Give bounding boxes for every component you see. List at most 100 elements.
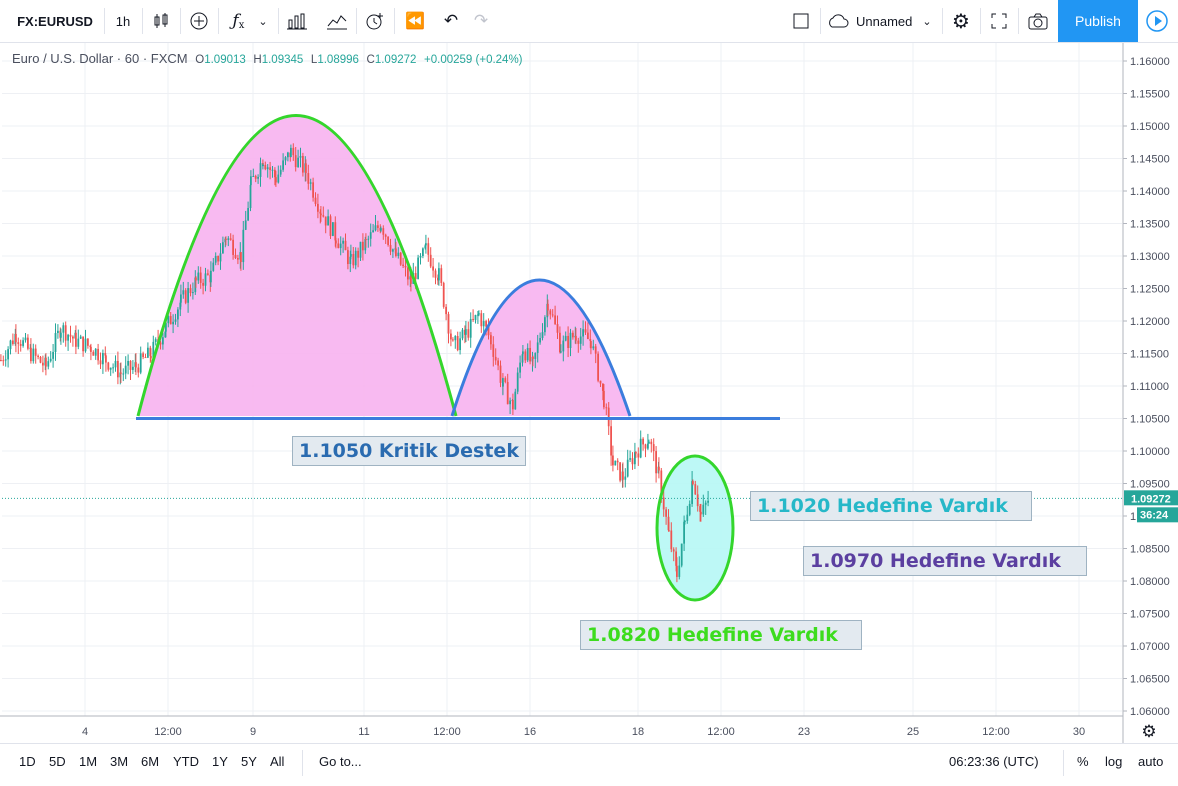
undo-icon[interactable]: ↶ <box>443 11 459 30</box>
candle <box>592 339 595 351</box>
candle-body <box>224 238 227 243</box>
candle <box>247 201 249 222</box>
fullscreen-icon[interactable] <box>984 6 1014 36</box>
price-chart[interactable]: 1.16000 1.15500 1.15000 1.14500 1.14000 1.135… <box>0 43 1178 743</box>
candle-body <box>364 239 367 251</box>
candle <box>195 276 197 288</box>
candle <box>702 494 705 517</box>
candle-body <box>169 316 172 325</box>
candle-body <box>567 335 569 348</box>
candle-body <box>700 511 702 515</box>
candle-body <box>425 243 427 246</box>
range-all[interactable]: All <box>270 754 285 769</box>
line-chart-icon[interactable] <box>322 6 352 36</box>
candle-body <box>67 334 69 341</box>
range-3m[interactable]: 3M <box>110 754 129 769</box>
candle <box>554 305 556 326</box>
interval-button[interactable]: 1h <box>115 13 131 29</box>
target3-annotation[interactable]: 1.0820 Hedefine Vardık <box>580 620 862 650</box>
candle <box>339 236 342 256</box>
publish-button[interactable]: Publish <box>1058 0 1138 42</box>
candle <box>569 328 572 357</box>
divider <box>180 8 181 34</box>
alert-clock-icon[interactable] <box>360 6 390 36</box>
price-tick-label: 1.07500 <box>1130 609 1170 621</box>
candle-body <box>54 333 57 352</box>
candle-body <box>247 207 249 221</box>
candle-body <box>564 335 567 341</box>
candle-body <box>227 238 230 240</box>
axis-settings-gear-icon[interactable]: ⚙ <box>1141 722 1156 742</box>
candles-icon[interactable] <box>146 6 176 36</box>
candle-body <box>90 346 92 352</box>
divider <box>356 8 357 34</box>
range-1d[interactable]: 1D <box>19 754 36 769</box>
price-tick-label: 1.10000 <box>1130 446 1170 458</box>
fullscreen-toggle-icon[interactable] <box>786 6 816 36</box>
candle-body <box>579 336 582 344</box>
camera-icon[interactable] <box>1022 6 1054 36</box>
auto-toggle[interactable]: auto <box>1138 754 1164 769</box>
candle-body <box>465 329 467 335</box>
time-tick-label: 30 <box>1073 726 1085 738</box>
last-price-label: 1.09272 <box>1131 493 1171 505</box>
candle-body <box>162 337 164 345</box>
candle <box>180 284 182 307</box>
indicators-icon[interactable]: ƒ x ⌄ <box>232 11 268 31</box>
candle-body <box>422 248 424 256</box>
candle <box>179 300 182 317</box>
candle-body <box>37 355 39 357</box>
templates-icon[interactable] <box>282 6 312 36</box>
candle <box>357 247 359 268</box>
candle <box>384 233 387 244</box>
candle-body <box>692 481 694 485</box>
candle <box>90 343 92 361</box>
range-ytd[interactable]: YTD <box>173 754 199 769</box>
candle-body <box>407 267 409 280</box>
percent-toggle[interactable]: % <box>1077 754 1089 769</box>
candle <box>62 322 65 343</box>
candle <box>499 360 502 388</box>
target2-annotation[interactable]: 1.0970 Hedefine Vardık <box>803 546 1087 576</box>
candle-body <box>499 365 502 383</box>
settings-gear-icon[interactable]: ⚙ <box>952 10 970 33</box>
candle-body <box>22 340 24 346</box>
candle-body <box>232 239 234 255</box>
candle-body <box>427 243 430 255</box>
chart-area[interactable]: 1.16000 1.15500 1.15000 1.14500 1.14000 1.135… <box>0 43 1178 743</box>
candle <box>194 270 197 295</box>
candle-body <box>277 174 280 183</box>
candle-body <box>635 452 637 454</box>
range-1y[interactable]: 1Y <box>212 754 228 769</box>
range-5d[interactable]: 5D <box>49 754 66 769</box>
support-annotation[interactable]: 1.1050 Kritik Destek <box>292 436 526 466</box>
layout-menu[interactable]: Unnamed ⌄ <box>826 6 940 36</box>
range-5y[interactable]: 5Y <box>241 754 257 769</box>
candle-body <box>582 329 584 337</box>
goto-button[interactable]: Go to... <box>319 754 362 769</box>
symbol-search[interactable]: FX:EURUSD <box>17 13 93 29</box>
candle <box>225 236 227 246</box>
compare-add-icon[interactable] <box>184 6 214 36</box>
divider <box>942 8 943 34</box>
candle <box>342 237 344 253</box>
replay-icon[interactable]: ⏪ <box>405 13 425 30</box>
candle <box>369 223 372 247</box>
candle <box>526 343 529 363</box>
target1-annotation[interactable]: 1.1020 Hedefine Vardık <box>750 491 1032 521</box>
candle-body <box>544 317 546 333</box>
log-toggle[interactable]: log <box>1105 754 1123 769</box>
range-1m[interactable]: 1M <box>79 754 98 769</box>
candle-body <box>534 352 537 359</box>
divider <box>980 8 981 34</box>
play-icon[interactable] <box>1142 6 1172 36</box>
divider <box>104 8 105 34</box>
range-6m[interactable]: 6M <box>141 754 160 769</box>
candle <box>109 367 112 376</box>
candle <box>419 253 422 265</box>
candle <box>539 332 541 345</box>
candle <box>614 460 617 466</box>
candle <box>244 210 247 231</box>
redo-icon[interactable]: ↷ <box>473 11 489 30</box>
candle <box>504 376 507 384</box>
